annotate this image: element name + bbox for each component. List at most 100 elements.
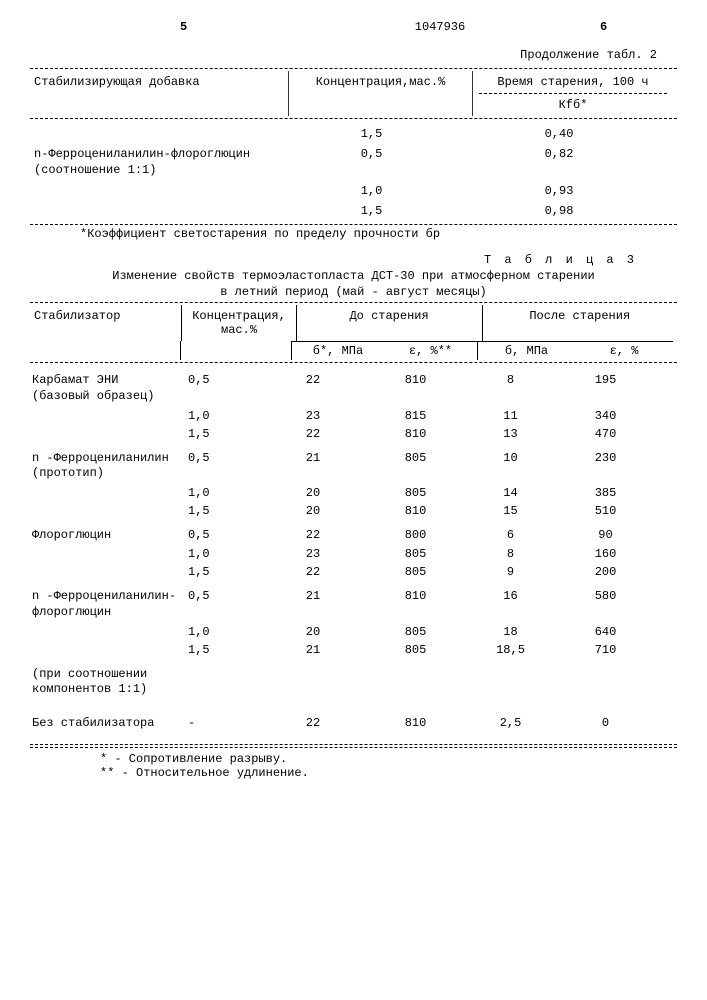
table3-sigma1-cell: 20 — [258, 625, 368, 639]
divider — [30, 747, 677, 748]
table3-sigma1-cell: 23 — [258, 547, 368, 561]
table-row: 1,5228059200 — [30, 565, 677, 579]
table3-sigma2-cell: 2,5 — [463, 716, 558, 730]
table3-group: Флороглюцин0,5228006901,02380581601,5228… — [30, 528, 677, 580]
table3-conc-cell: 1,0 — [182, 409, 258, 423]
table3-ratio-note: (при соотношении компонентов 1:1) — [30, 667, 182, 698]
table3-sigma1-cell: 21 — [258, 589, 368, 620]
divider — [30, 68, 677, 69]
table3-conc-cell: 1,0 — [182, 625, 258, 639]
table3-sigma1-cell: 22 — [258, 427, 368, 441]
table3-group: Карбамат ЭНИ (базовый образец)0,52281081… — [30, 373, 677, 440]
table3-conc-cell: - — [182, 716, 258, 730]
table3-eps2-cell: 710 — [558, 643, 653, 657]
table2-val-cell: 0,40 — [459, 127, 659, 141]
table3-eps1-cell: 810 — [368, 427, 463, 441]
table3-eps1-cell: 805 — [368, 547, 463, 561]
table2-stab-cell — [30, 204, 284, 218]
table3-sigma2-cell: 13 — [463, 427, 558, 441]
table3-sigma2-cell: 11 — [463, 409, 558, 423]
table3-subheader-row: б*, МПа ε, %** б, МПа ε, % — [30, 341, 677, 360]
divider — [30, 302, 677, 303]
table3-body: Карбамат ЭНИ (базовый образец)0,52281081… — [30, 373, 677, 656]
table2-continuation-label: Продолжение табл. 2 — [30, 48, 677, 62]
table3-sigma2-cell: 8 — [463, 373, 558, 404]
table3-title: Изменение свойств термоэластопласта ДСТ-… — [30, 269, 677, 300]
table2-conc-cell: 1,5 — [284, 204, 459, 218]
table-row: 1,52281013470 — [30, 427, 677, 441]
table-row: n -Ферроцениланилин (прототип)0,52180510… — [30, 451, 677, 482]
table3-sigma1-cell: 22 — [258, 528, 368, 544]
spacer — [180, 341, 291, 360]
table3-header-row: Стабилизатор Концентрация, мас.% До стар… — [30, 305, 677, 341]
table2-col-additive: Стабилизирующая добавка — [30, 71, 288, 116]
spacer — [30, 341, 180, 360]
table3-sigma1-cell: 22 — [258, 716, 368, 730]
table3-sub-eps-before: ε, %** — [384, 341, 477, 360]
table3-sigma1-cell: 20 — [258, 504, 368, 518]
footnote-1: * - Сопротивление разрыву. — [100, 752, 677, 766]
table3-col-before: До старения — [296, 305, 482, 341]
table3-sigma2-cell: 9 — [463, 565, 558, 579]
table3-stab-cell — [30, 547, 182, 561]
table3-sigma2-cell: 15 — [463, 504, 558, 518]
table3-footnotes: * - Сопротивление разрыву. ** - Относите… — [100, 752, 677, 780]
header-right-num: 6 — [530, 20, 607, 34]
table-row: 1,52180518,5710 — [30, 643, 677, 657]
table2-val-cell: 0,98 — [459, 204, 659, 218]
table3-conc-cell: 0,5 — [182, 589, 258, 620]
table3-sigma2-cell: 18,5 — [463, 643, 558, 657]
header-page-num: 1047936 — [350, 20, 530, 34]
table-row: 1,5 0,98 — [30, 204, 677, 218]
table2-col-aging-group: Время старения, 100 ч Кfб* — [472, 71, 673, 116]
table-row: 1,02080514385 — [30, 486, 677, 500]
table3-eps2-cell: 195 — [558, 373, 653, 404]
table3-conc-cell: 1,0 — [182, 486, 258, 500]
table3-eps2-cell: 0 — [558, 716, 653, 730]
table3-eps1-cell: 815 — [368, 409, 463, 423]
table3-sigma1-cell: 21 — [258, 643, 368, 657]
table3-sigma1-cell: 23 — [258, 409, 368, 423]
table3-eps1-cell: 805 — [368, 486, 463, 500]
table-row: Без стабилизатора - 22 810 2,5 0 — [30, 716, 677, 730]
table3-stab-cell: Карбамат ЭНИ (базовый образец) — [30, 373, 182, 404]
table3-conc-cell: 1,0 — [182, 547, 258, 561]
table3-eps2-cell: 340 — [558, 409, 653, 423]
table3-eps1-cell: 810 — [368, 716, 463, 730]
table3-stab-cell: n -Ферроцениланилин-флороглюцин — [30, 589, 182, 620]
table3-stab-cell — [30, 409, 182, 423]
table3-sub-sigma-after: б, МПа — [477, 341, 575, 360]
table3-eps1-cell: 805 — [368, 451, 463, 482]
table3-sub-sigma-before: б*, МПа — [291, 341, 384, 360]
table3-sigma2-cell: 14 — [463, 486, 558, 500]
table3-sigma2-cell: 6 — [463, 528, 558, 544]
divider — [30, 362, 677, 363]
table3-eps2-cell: 200 — [558, 565, 653, 579]
table3-conc-cell: 1,5 — [182, 565, 258, 579]
table3-sigma2-cell: 16 — [463, 589, 558, 620]
divider — [30, 224, 677, 225]
table2-footnote: *Коэффициент светостарения по пределу пр… — [80, 227, 677, 241]
header-left-num: 5 — [30, 20, 350, 34]
table3-eps2-cell: 385 — [558, 486, 653, 500]
table2-col-kf: Кfб* — [473, 94, 673, 116]
table3-sigma1-cell: 21 — [258, 451, 368, 482]
divider — [30, 744, 677, 745]
table-row: 1,0238058160 — [30, 547, 677, 561]
table3-sigma2-cell: 18 — [463, 625, 558, 639]
table2-val-cell: 0,93 — [459, 184, 659, 198]
table3-col-conc: Концентрация, мас.% — [181, 305, 295, 341]
table-row: 1,0 0,93 — [30, 184, 677, 198]
table-row: Карбамат ЭНИ (базовый образец)0,52281081… — [30, 373, 677, 404]
table3-conc-cell: 0,5 — [182, 528, 258, 544]
table3-eps1-cell: 805 — [368, 625, 463, 639]
table3-stab-cell: n -Ферроцениланилин (прототип) — [30, 451, 182, 482]
table-row: 1,5 0,40 — [30, 127, 677, 141]
table3-conc-cell: 1,5 — [182, 504, 258, 518]
table3-eps1-cell: 800 — [368, 528, 463, 544]
table3-sub-eps-after: ε, % — [575, 341, 673, 360]
table3-stab-cell — [30, 643, 182, 657]
table3-conc-cell: 0,5 — [182, 373, 258, 404]
table3-eps2-cell: 90 — [558, 528, 653, 544]
table3-stab-cell — [30, 625, 182, 639]
